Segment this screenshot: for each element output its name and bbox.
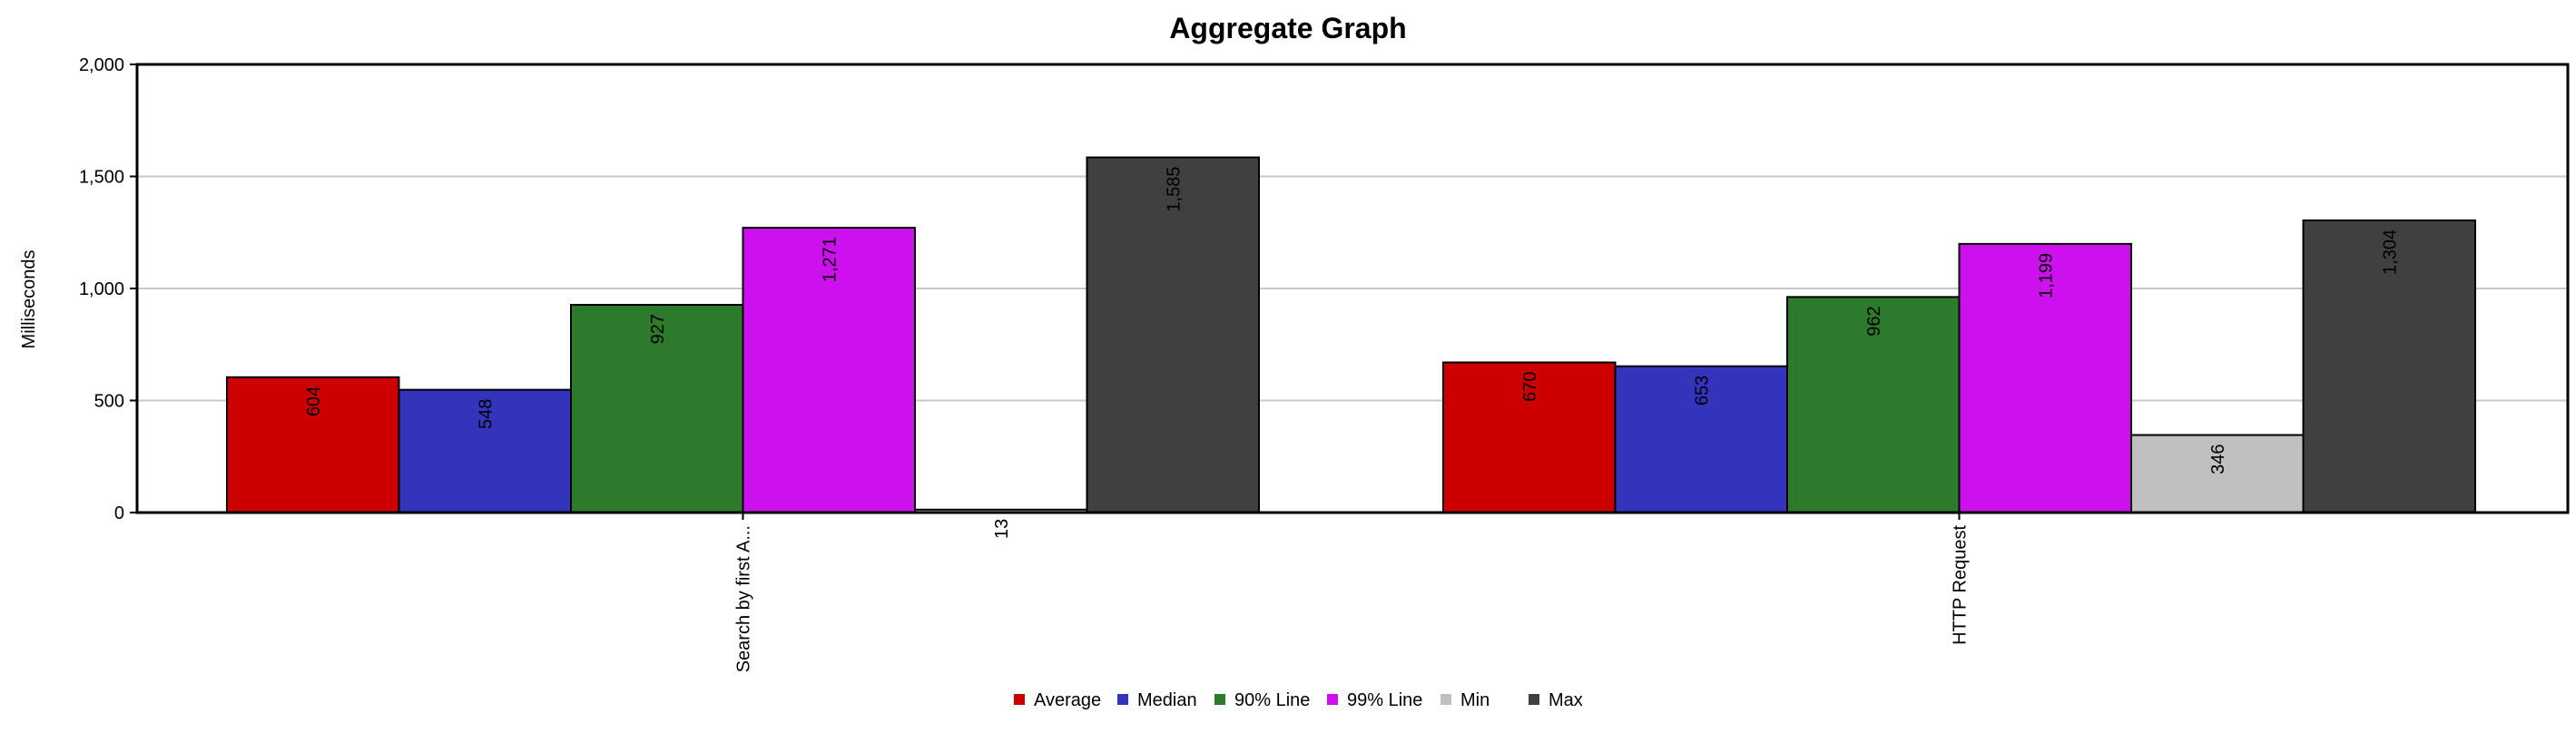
y-tick-label: 500 <box>94 392 124 412</box>
bar-value-label: 346 <box>2208 445 2228 474</box>
legend: Average Median 90% Line 99% Line Min Max <box>1014 690 1583 710</box>
bar-value-label: 962 <box>1864 306 1884 336</box>
bar <box>1958 242 2132 513</box>
x-category-label: Search by first A... <box>734 525 754 672</box>
y-tick-label: 1,000 <box>79 279 124 299</box>
legend-label: 90% Line <box>1234 690 1310 710</box>
legend-label: Median <box>1137 690 1197 710</box>
legend-label: Min <box>1460 690 1490 710</box>
bar-value-label: 1,304 <box>2380 230 2400 275</box>
legend-swatch <box>1529 694 1539 705</box>
legend-label: 99% Line <box>1347 690 1422 710</box>
legend-swatch <box>1440 694 1451 705</box>
bar-value-label: 1,271 <box>820 237 840 282</box>
bar-value-label: 927 <box>648 314 668 344</box>
bar-value-label: 604 <box>304 386 324 416</box>
bar-value-label: 670 <box>1520 372 1540 402</box>
chart-title: Aggregate Graph <box>1169 12 1406 44</box>
bar <box>2302 219 2476 514</box>
bar <box>2130 434 2305 513</box>
legend-swatch <box>1117 694 1128 705</box>
bar <box>1442 361 1617 514</box>
bars: 604 670 548 653 927 962 1,271 1,199 13 346 1,585 1,… <box>226 156 2476 539</box>
bar-value-label: 13 <box>992 519 1012 539</box>
bar <box>1086 156 1260 513</box>
bar-value-label: 653 <box>1692 376 1712 406</box>
bar <box>226 376 400 514</box>
bar-value-label: 1,585 <box>1164 167 1184 212</box>
x-axis-categories: Search by first A... HTTP Request <box>734 513 1971 672</box>
legend-label: Average <box>1034 690 1101 710</box>
bar <box>1614 365 1788 514</box>
bar-value-label: 1,199 <box>2036 253 2056 298</box>
y-tick-label: 0 <box>114 503 124 523</box>
legend-swatch <box>1327 694 1338 705</box>
y-tick-label: 1,500 <box>79 168 124 188</box>
x-category-label: HTTP Request <box>1951 525 1971 645</box>
legend-swatch <box>1214 694 1225 705</box>
bar <box>742 227 916 514</box>
bar-value-label: 548 <box>476 399 496 429</box>
y-axis-ticks: 0 500 1,000 1,500 2,000 <box>79 55 137 523</box>
gridlines <box>137 175 2568 402</box>
bar <box>398 388 572 514</box>
legend-swatch <box>1014 694 1025 705</box>
legend-label: Max <box>1549 690 1583 710</box>
y-axis-label: Milliseconds <box>19 250 39 349</box>
y-tick-label: 2,000 <box>79 55 124 75</box>
